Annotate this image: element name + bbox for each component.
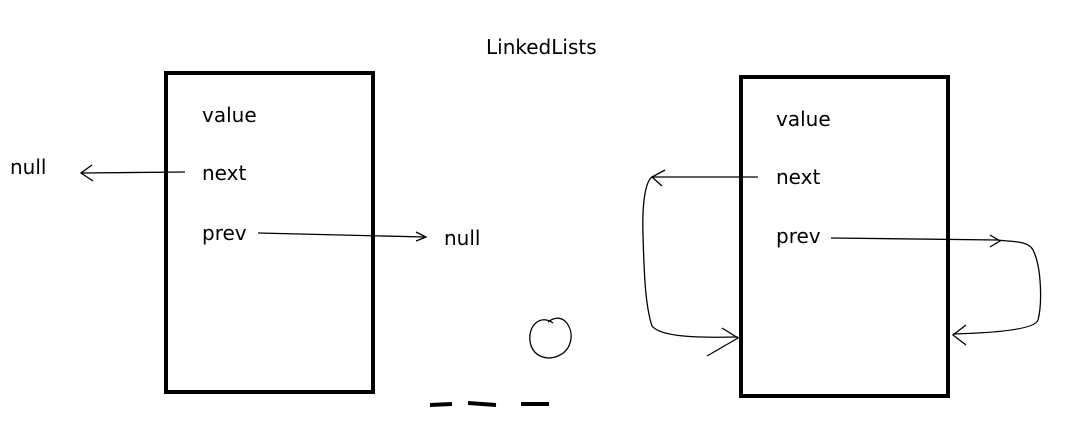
left-next-null-label: null — [10, 155, 47, 179]
left-prev-arrow-line — [257, 232, 426, 238]
right-node-box — [739, 75, 950, 398]
left-field-prev: prev — [202, 221, 247, 245]
right-field-prev: prev — [776, 224, 821, 248]
ellipsis-dashes — [429, 401, 549, 407]
left-field-value: value — [202, 103, 257, 127]
hand-drawn-circle — [529, 317, 572, 359]
right-field-next: next — [776, 165, 821, 189]
left-prev-null-label: null — [444, 226, 481, 250]
right-prev-arrowhead-bottom — [951, 324, 967, 346]
diagram-title: LinkedLists — [486, 35, 597, 59]
right-field-value: value — [776, 107, 831, 131]
left-node-box — [164, 71, 375, 394]
right-prev-self-loop — [830, 237, 1042, 335]
right-next-arrowhead-bottom — [706, 327, 740, 357]
right-next-arrowhead-top — [650, 169, 666, 187]
left-field-next: next — [202, 161, 247, 185]
left-next-arrow-line — [81, 171, 186, 174]
right-next-self-loop — [642, 176, 758, 338]
left-prev-arrowhead — [415, 231, 428, 242]
right-prev-arrowhead-top — [989, 234, 1002, 248]
left-next-arrowhead — [79, 164, 94, 182]
